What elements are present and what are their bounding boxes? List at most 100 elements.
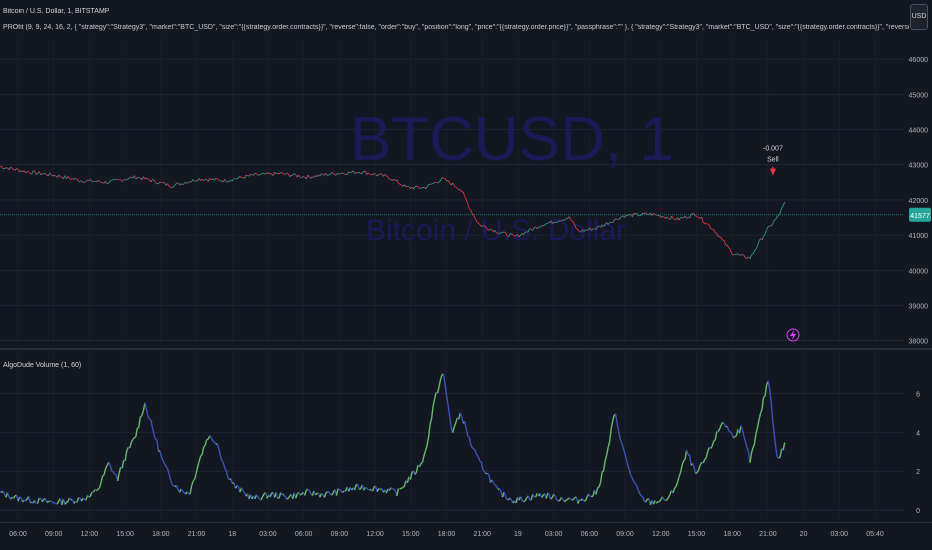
price-segment: [461, 191, 464, 193]
price-segment: [342, 172, 345, 174]
price-segment: [371, 173, 373, 176]
volume-segment: [667, 494, 671, 498]
volume-segment: [597, 486, 600, 489]
time-tick-label: 09:00: [45, 531, 63, 538]
price-segment: [387, 176, 390, 180]
price-segment: [751, 253, 754, 256]
volume-segment: [449, 416, 452, 428]
volume-segment: [134, 436, 137, 439]
price-segment: [776, 214, 779, 217]
volume-segment: [452, 426, 455, 433]
volume-segment: [604, 455, 608, 461]
volume-segment: [342, 490, 345, 493]
volume-segment: [283, 494, 286, 498]
price-segment: [25, 171, 28, 174]
price-segment: [617, 219, 619, 221]
lightning-icon[interactable]: [786, 328, 800, 342]
volume-segment: [66, 501, 69, 503]
price-segment: [494, 230, 497, 234]
price-segment: [135, 177, 138, 180]
price-segment: [595, 226, 598, 230]
volume-segment: [605, 447, 609, 456]
volume-segment: [190, 480, 194, 486]
price-segment: [69, 177, 72, 180]
price-segment: [633, 212, 636, 215]
price-segment: [469, 208, 472, 211]
volume-segment: [117, 472, 120, 482]
price-segment: [349, 171, 352, 174]
volume-segment: [688, 454, 692, 466]
volume-segment: [779, 448, 783, 458]
volume-segment: [163, 463, 167, 467]
price-segment: [253, 173, 256, 176]
price-segment: [85, 179, 88, 182]
volume-segment: [486, 472, 490, 476]
volume-segment: [393, 488, 396, 492]
price-segment: [446, 180, 449, 182]
price-segment: [485, 226, 488, 230]
volume-segment: [607, 441, 611, 448]
price-segment: [222, 178, 226, 183]
price-segment: [503, 231, 506, 233]
price-segment: [426, 184, 429, 188]
time-tick-label: 05:40: [866, 531, 884, 538]
volume-segment: [104, 465, 108, 469]
volume-segment: [453, 422, 457, 428]
price-segment: [404, 184, 407, 187]
volume-segment: [94, 488, 98, 492]
price-segment: [512, 234, 515, 237]
price-segment: [180, 183, 183, 186]
time-tick-label: 20: [800, 531, 808, 538]
volume-segment: [194, 473, 197, 480]
price-segment: [677, 217, 680, 221]
price-segment: [542, 224, 545, 227]
price-segment: [79, 180, 82, 182]
price-segment: [197, 178, 200, 182]
price-segment: [367, 172, 370, 175]
price-segment: [269, 172, 272, 175]
sell-marker[interactable]: -0.007 Sell: [763, 146, 783, 176]
time-tick-label: 18:00: [438, 531, 456, 538]
volume-segment: [269, 492, 273, 498]
volume-segment: [107, 461, 111, 466]
price-segment: [34, 170, 37, 175]
volume-segment: [275, 492, 279, 499]
volume-segment: [504, 496, 508, 500]
volume-segment: [634, 483, 638, 487]
price-segment: [327, 174, 330, 177]
indicator-legend[interactable]: AlgoDude Volume (1, 60): [3, 362, 82, 369]
price-segment: [555, 221, 557, 224]
currency-button[interactable]: USD: [910, 4, 928, 30]
volume-segment: [553, 493, 556, 497]
price-segment: [472, 213, 475, 216]
price-segment: [128, 177, 131, 180]
price-segment: [743, 255, 746, 259]
price-segment: [758, 238, 761, 242]
volume-segment: [616, 424, 620, 432]
price-segment: [536, 226, 539, 230]
price-segment: [19, 170, 22, 173]
price-segment: [16, 168, 19, 170]
volume-segment: [124, 450, 128, 461]
price-segment: [272, 171, 275, 176]
price-segment: [17, 169, 20, 173]
volume-segment: [213, 441, 217, 445]
volume-segment: [287, 495, 291, 499]
price-segment: [287, 173, 291, 177]
price-segment: [464, 195, 467, 201]
price-segment: [428, 183, 431, 185]
volume-segment: [260, 496, 264, 501]
volume-segment: [455, 417, 458, 424]
volume-tick-label: 4: [916, 430, 920, 437]
symbol-legend[interactable]: Bitcoin / U.S. Dollar, 1, BITSTAMP: [3, 8, 110, 15]
volume-segment: [556, 499, 559, 502]
price-segment: [754, 248, 757, 252]
strategy-legend[interactable]: PROfit (9, 9, 24, 16, 2, { "strategy":"S…: [3, 24, 909, 31]
volume-segment: [723, 423, 727, 428]
volume-segment: [130, 439, 134, 443]
price-segment: [726, 244, 730, 248]
volume-segment: [509, 497, 513, 501]
price-segment: [607, 222, 610, 225]
price-segment: [453, 185, 456, 188]
